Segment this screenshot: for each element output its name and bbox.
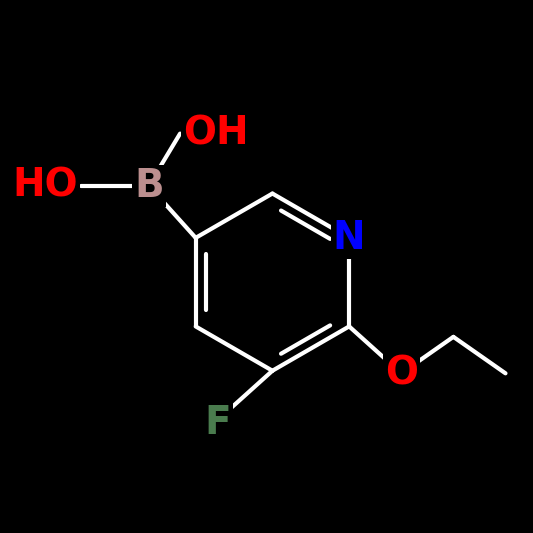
Text: HO: HO [13, 167, 78, 205]
Text: O: O [385, 354, 418, 392]
Text: F: F [204, 404, 231, 442]
Text: OH: OH [183, 115, 248, 152]
Text: B: B [134, 167, 164, 205]
Text: N: N [333, 219, 366, 257]
